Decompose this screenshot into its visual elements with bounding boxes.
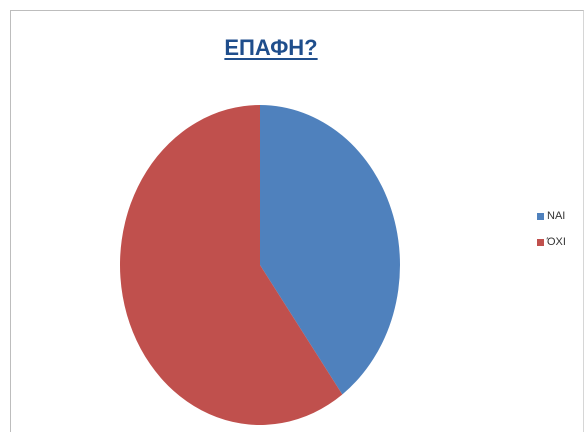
legend-swatch-oxi <box>537 238 544 246</box>
pie-slice-nai <box>260 105 401 395</box>
legend-label-oxi: ΌΧΙ <box>547 236 566 248</box>
chart-frame: ΕΠΑΦΗ? ΝΑΙ ΌΧΙ <box>10 10 584 432</box>
pie-chart <box>120 105 401 425</box>
chart-title: ΕΠΑΦΗ? <box>224 35 318 60</box>
legend-swatch-nai <box>537 212 544 220</box>
legend-item-oxi: ΌΧΙ <box>537 229 566 255</box>
legend: ΝΑΙ ΌΧΙ <box>537 203 566 255</box>
legend-item-nai: ΝΑΙ <box>537 203 566 229</box>
pie-slice-oxi <box>120 105 343 425</box>
legend-label-nai: ΝΑΙ <box>547 210 566 222</box>
